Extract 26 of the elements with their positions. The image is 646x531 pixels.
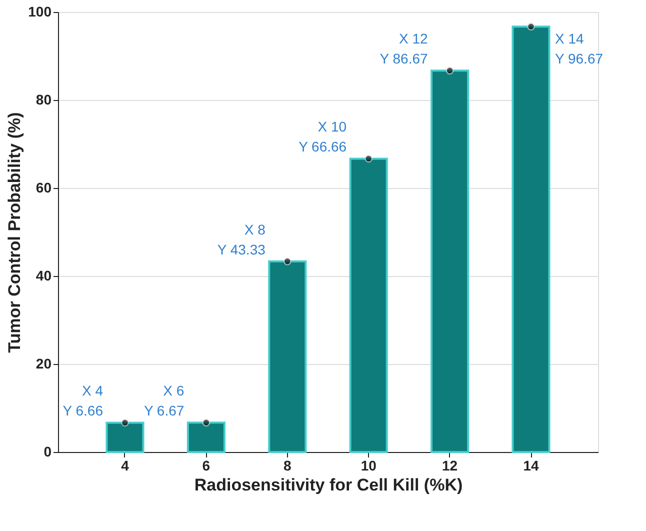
annotation: X 12 Y 86.67 [380,30,428,67]
bar [349,158,388,453]
x-tick-label: 6 [202,458,210,474]
x-tick-label: 4 [121,458,130,474]
y-tick-label: 100 [28,4,52,20]
y-tick-label: 60 [36,180,52,196]
bar [512,26,550,453]
annotation: X 14 Y 96.67 [555,30,604,67]
y-tick-label: 40 [36,268,52,284]
annotation: X 4 Y 6.66 [62,382,104,419]
x-tick-label: 10 [360,458,377,474]
y-tick-label: 0 [44,444,52,460]
x-axis-title: Radiosensitivity for Cell Kill (%K) [194,476,463,494]
x-tick-label: 8 [284,458,292,474]
bar [106,422,144,453]
bar [186,422,226,453]
x-tick-label: 12 [442,458,458,474]
y-tick-label: 80 [36,92,52,108]
annotation: X 6 Y 6.67 [144,382,184,419]
y-axis-title: Tumor Control Probability (%) [5,112,24,353]
y-tick-label: 20 [36,356,52,372]
bar [268,260,307,453]
annotation: X 8 Y 43.33 [217,221,266,258]
bar [430,70,470,453]
annotation: X 10 Y 66.66 [298,118,347,155]
x-tick-label: 14 [523,458,540,474]
